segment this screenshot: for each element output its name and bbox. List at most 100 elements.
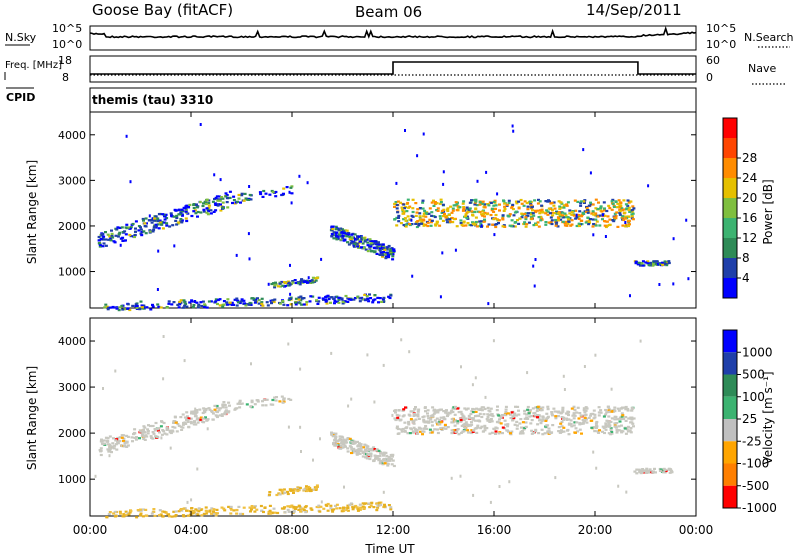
echo-point <box>287 510 291 513</box>
echo-point <box>540 208 544 211</box>
echo-point <box>409 410 413 413</box>
echo-point <box>231 201 234 205</box>
echo-point <box>152 432 156 435</box>
echo-point <box>599 214 603 217</box>
echo-point <box>389 248 392 251</box>
echo-point <box>180 210 184 213</box>
echo-point <box>569 422 573 426</box>
echo-point <box>515 424 519 427</box>
echo-point <box>427 212 431 215</box>
echo-point <box>555 410 559 413</box>
echo-point <box>623 406 626 409</box>
echo-point <box>442 182 445 186</box>
echo-point <box>138 514 142 517</box>
echo-point <box>577 417 581 420</box>
echo-point <box>340 231 344 234</box>
echo-point <box>173 515 177 518</box>
ytick-label: 4000 <box>58 129 86 142</box>
echo-point <box>473 210 477 214</box>
echo-point <box>473 223 477 226</box>
echo-point <box>472 429 476 432</box>
echo-point <box>153 514 157 517</box>
echo-point <box>451 221 455 224</box>
echo-point <box>221 406 225 409</box>
echo-point <box>141 515 145 518</box>
echo-point <box>104 303 108 306</box>
echo-point <box>513 412 517 415</box>
echo-point <box>377 241 380 244</box>
echo-point <box>213 202 217 205</box>
echo-point <box>466 431 470 434</box>
echo-point <box>355 453 359 456</box>
echo-point <box>128 233 132 237</box>
echo-point <box>483 203 487 206</box>
echo-point <box>382 300 385 303</box>
echo-point <box>599 207 603 210</box>
echo-point <box>503 225 507 228</box>
echo-point <box>337 301 341 304</box>
echo-point <box>438 224 442 227</box>
echo-point <box>154 215 158 218</box>
echo-point <box>583 201 586 204</box>
echo-point <box>498 203 501 206</box>
echo-point <box>654 471 657 474</box>
echo-point <box>539 209 542 212</box>
echo-point <box>152 228 156 231</box>
echo-point <box>250 399 254 402</box>
echo-point <box>325 302 329 305</box>
colorbar-segment <box>723 396 737 419</box>
echo-point <box>112 240 116 243</box>
echo-point <box>213 404 217 407</box>
echo-point <box>594 218 598 221</box>
echo-point <box>651 264 655 267</box>
echo-point <box>597 431 601 434</box>
echo-point <box>106 233 110 236</box>
xtick-label: 12:00 <box>376 523 411 537</box>
echo-point <box>205 211 209 214</box>
echo-point <box>562 416 566 419</box>
echo-point <box>441 203 445 206</box>
echo-point <box>163 432 167 435</box>
power-scatter <box>97 123 690 312</box>
echo-point <box>459 418 463 422</box>
echo-point <box>286 508 290 511</box>
echo-point <box>122 437 126 440</box>
echo-point <box>191 306 195 309</box>
echo-point <box>602 427 606 430</box>
echo-point <box>626 407 630 411</box>
echo-point <box>156 223 160 226</box>
echo-point <box>175 223 179 226</box>
echo-point <box>342 239 346 242</box>
echo-point <box>610 208 614 211</box>
echo-point <box>206 427 209 431</box>
echo-point <box>363 443 367 446</box>
echo-point <box>129 180 132 184</box>
echo-point <box>289 296 293 299</box>
echo-point <box>194 508 198 511</box>
echo-point <box>600 210 604 213</box>
echo-point <box>346 447 350 450</box>
echo-point <box>392 249 396 252</box>
echo-point <box>475 431 479 434</box>
echo-point <box>416 410 420 413</box>
echo-point <box>267 512 271 515</box>
echo-point <box>526 205 530 208</box>
echo-point <box>475 426 479 430</box>
echo-point <box>548 212 552 215</box>
echo-point <box>236 200 239 203</box>
echo-point <box>367 502 371 505</box>
echo-point <box>383 462 387 465</box>
echo-point <box>251 506 255 509</box>
echo-point <box>589 203 593 206</box>
echo-point <box>159 223 163 226</box>
echo-point <box>646 260 650 263</box>
echo-point <box>448 218 452 221</box>
echo-point <box>109 237 113 240</box>
echo-point <box>438 215 442 218</box>
echo-point <box>480 425 484 428</box>
echo-point <box>428 431 432 434</box>
echo-point <box>554 218 558 222</box>
echo-point <box>507 202 511 205</box>
echo-point <box>538 418 542 421</box>
echo-point <box>269 512 272 515</box>
